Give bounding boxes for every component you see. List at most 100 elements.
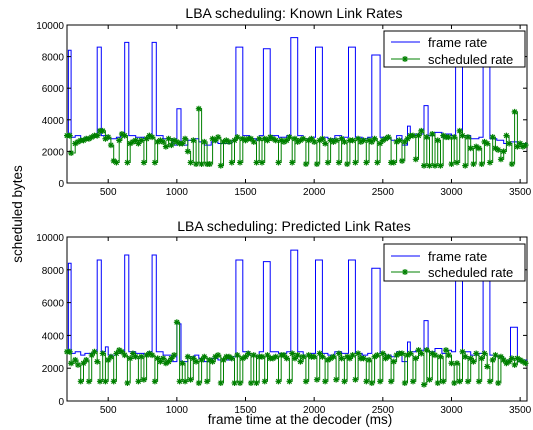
series-scheduled-rate-point (206, 161, 213, 168)
series-scheduled-rate-point (399, 157, 406, 164)
x-tick-label: 2500 (372, 405, 395, 416)
legend-scheduled-rate-marker (402, 269, 408, 275)
series-scheduled-rate-point (316, 350, 323, 357)
series-scheduled-rate-point (335, 350, 342, 357)
series-scheduled-rate-point (437, 162, 444, 169)
x-axis-label: frame time at the decoder (ms) (208, 412, 393, 427)
series-scheduled-rate-point (74, 138, 81, 145)
series-scheduled-rate-point (168, 355, 175, 362)
series-scheduled-rate-point (149, 352, 156, 359)
series-scheduled-rate-point (110, 378, 117, 385)
legend-scheduled-rate-label: scheduled rate (428, 52, 513, 67)
series-scheduled-rate-point (146, 132, 153, 139)
series-scheduled-rate-point (338, 355, 345, 362)
series-scheduled-rate-point (179, 140, 186, 147)
series-scheduled-rate-point (379, 350, 386, 357)
series-scheduled-rate-point (440, 378, 447, 385)
chart-title: LBA scheduling: Predicted Link Rates (177, 218, 410, 234)
series-scheduled-rate-point (165, 358, 172, 365)
series-scheduled-rate-point (138, 353, 145, 360)
series-scheduled-rate-point (74, 361, 81, 368)
series-scheduled-rate-point (289, 159, 296, 166)
series-scheduled-rate-point (352, 376, 359, 383)
series-scheduled-rate-point (182, 135, 189, 142)
series-scheduled-rate-point (258, 353, 265, 360)
series-scheduled-rate-point (486, 378, 493, 385)
series-scheduled-rate-point (377, 378, 384, 385)
series-scheduled-rate-point (404, 135, 411, 142)
y-tick-label: 2000 (42, 147, 65, 158)
series-scheduled-rate-point (88, 134, 95, 141)
series-scheduled-rate-point (492, 145, 499, 152)
y-tick-label: 10000 (36, 21, 64, 32)
series-scheduled-rate-point (267, 134, 274, 141)
series-scheduled-rate-point (116, 137, 123, 144)
legend-frame-rate-label: frame rate (428, 35, 487, 50)
x-tick-label: 1500 (234, 405, 257, 416)
series-scheduled-rate-point (143, 352, 150, 359)
series-scheduled-rate-point (432, 352, 438, 359)
series-scheduled-rate-point (459, 132, 466, 139)
series-scheduled-rate-point (517, 140, 524, 147)
series-scheduled-rate-point (124, 379, 131, 386)
series-scheduled-rate-point (495, 379, 502, 386)
x-tick-label: 1500 (234, 187, 257, 198)
series-scheduled-rate-point (286, 134, 293, 141)
series-scheduled-rate-point (190, 137, 197, 144)
series-scheduled-rate-point (220, 138, 227, 145)
series-scheduled-rate-point (94, 132, 101, 139)
series-scheduled-rate-point (352, 159, 359, 166)
series-scheduled-rate-point (497, 156, 504, 163)
series-scheduled-rate-point (88, 352, 95, 359)
series-scheduled-rate-point (234, 134, 241, 141)
series-scheduled-rate-point (72, 357, 79, 363)
series-scheduled-rate-point (269, 355, 276, 362)
y-tick-label: 6000 (42, 299, 65, 310)
series-scheduled-rate-point (237, 159, 244, 166)
series-scheduled-rate-point (154, 355, 161, 362)
series-scheduled-rate-point (195, 105, 202, 112)
series-scheduled-rate-point (280, 352, 287, 359)
series-scheduled-rate-point (407, 350, 414, 357)
x-tick-label: 500 (100, 187, 117, 198)
series-scheduled-rate-point (278, 137, 285, 144)
series-scheduled-rate-point (297, 358, 304, 365)
series-scheduled-rate-point (190, 355, 197, 362)
series-scheduled-rate-point (242, 137, 249, 144)
series-scheduled-rate-point (237, 379, 244, 386)
series-scheduled-rate-point (149, 134, 156, 141)
series-scheduled-rate-point (335, 159, 342, 166)
series-scheduled-rate-point (410, 132, 417, 139)
series-scheduled-rate-point (193, 161, 200, 168)
x-tick-label: 3500 (509, 187, 532, 198)
series-scheduled-rate-point (467, 145, 474, 152)
series-scheduled-rate-point (462, 353, 469, 360)
series-scheduled-rate-point (184, 148, 191, 155)
series-scheduled-rate-point (445, 134, 452, 141)
x-tick-label: 2500 (372, 187, 395, 198)
legend-scheduled-rate-marker (402, 56, 408, 62)
series-scheduled-rate-point (286, 378, 293, 385)
series-scheduled-rate-point (264, 137, 271, 144)
series-scheduled-rate-point (401, 138, 408, 145)
series-scheduled-rate-point (294, 352, 301, 359)
series-scheduled-rate-point (269, 135, 276, 142)
series-scheduled-rate-point (426, 376, 433, 383)
series-scheduled-rate-point (66, 132, 73, 139)
series-scheduled-rate-point (473, 143, 480, 150)
series-scheduled-rate-point (68, 149, 75, 156)
series-scheduled-rate-point (272, 137, 279, 144)
series-scheduled-rate-point (363, 378, 370, 385)
series-scheduled-rate-point (135, 140, 142, 147)
series-scheduled-rate-point (113, 350, 120, 357)
series-scheduled-rate-point (522, 142, 529, 149)
series-scheduled-rate-point (248, 135, 254, 142)
series-scheduled-rate-point (261, 135, 268, 142)
series-scheduled-rate-point (470, 161, 477, 168)
series-scheduled-rate-point (231, 379, 238, 386)
y-axis-label: scheduled bytes (10, 165, 25, 263)
series-scheduled-rate-point (80, 137, 87, 144)
series-scheduled-rate-point (366, 357, 373, 363)
series-scheduled-rate-point (248, 379, 254, 386)
